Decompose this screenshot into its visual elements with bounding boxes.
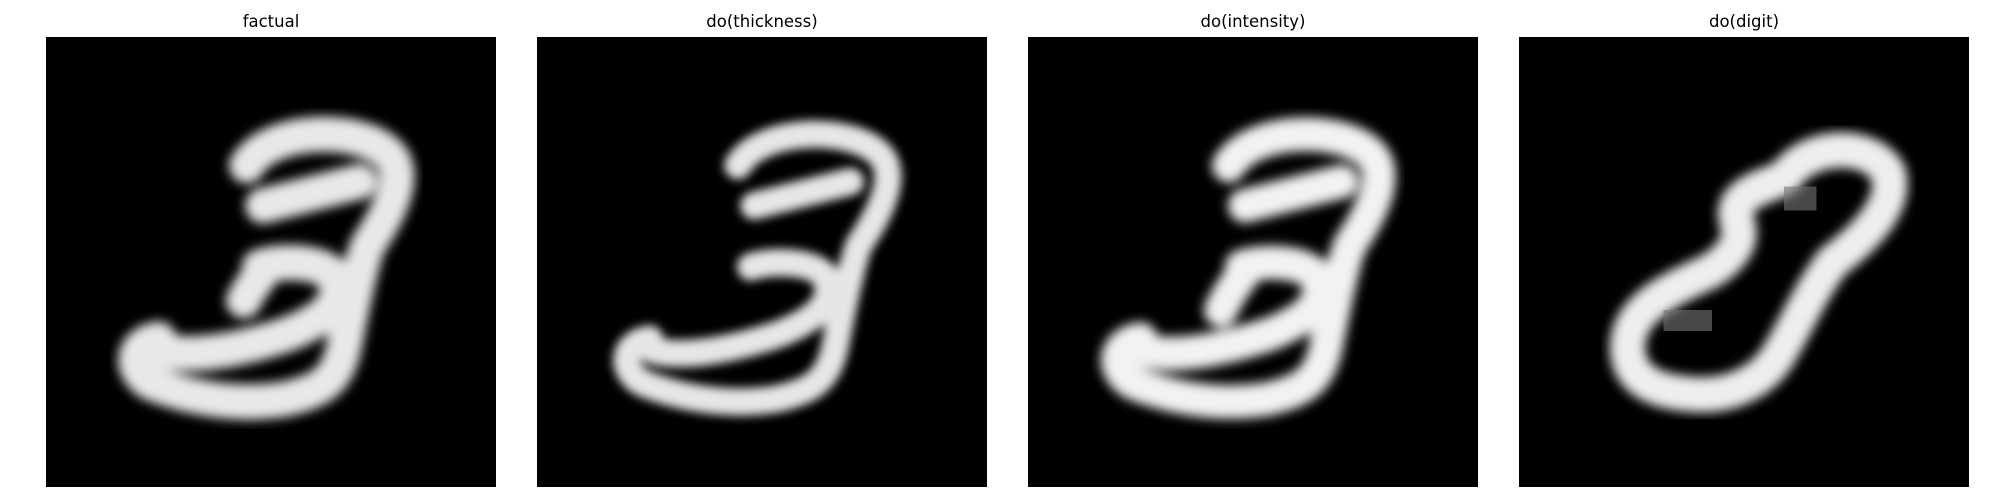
digit-image-factual bbox=[46, 37, 496, 487]
panel-title: do(digit) bbox=[1708, 12, 1780, 31]
digit-image-do-thickness bbox=[537, 37, 987, 487]
panel-title: factual bbox=[242, 12, 300, 31]
digit-image-do-digit bbox=[1519, 37, 1969, 487]
panel-title: do(intensity) bbox=[1200, 12, 1306, 31]
digit-image-do-intensity bbox=[1028, 37, 1478, 487]
panel-title: do(thickness) bbox=[706, 12, 818, 31]
